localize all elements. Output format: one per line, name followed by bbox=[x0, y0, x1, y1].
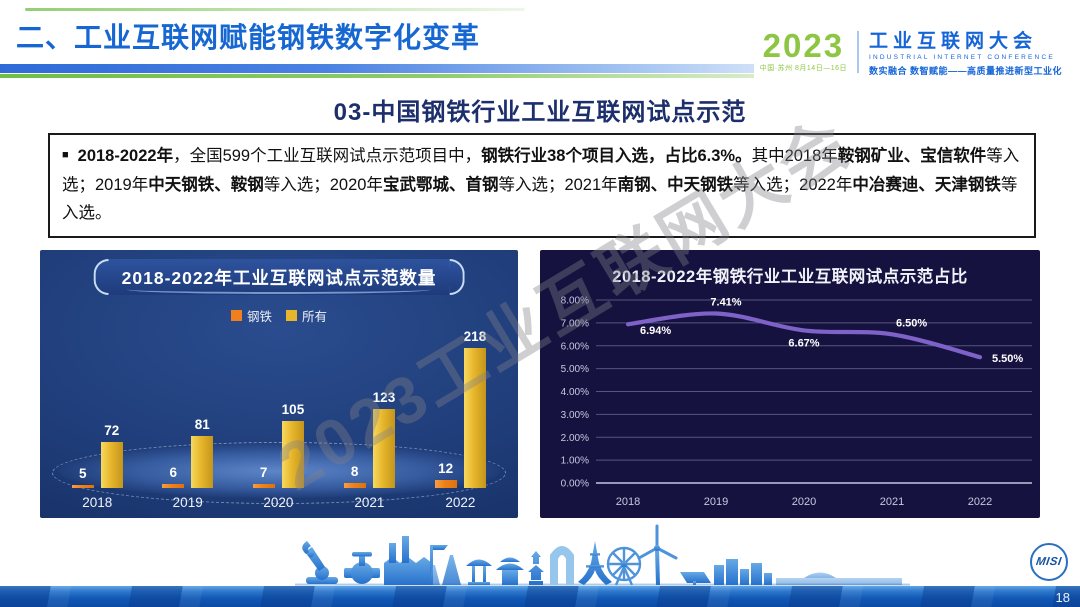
svg-text:2022: 2022 bbox=[968, 496, 992, 508]
top-accent-line bbox=[25, 8, 525, 11]
bar-value-label: 5 bbox=[78, 465, 87, 481]
svg-text:5.50%: 5.50% bbox=[992, 353, 1023, 365]
all-bar bbox=[372, 409, 395, 488]
bar-group: 7 105 2020 bbox=[252, 401, 305, 510]
svg-text:1.00%: 1.00% bbox=[561, 456, 589, 467]
steel-bar bbox=[252, 483, 275, 488]
bar-chart-plot: 5 72 2018 6 81 2019 7 105 2020 8 123 2021 12 218 2022 bbox=[52, 329, 506, 510]
logo-tagline: 数实融合 数智赋能——高质量推进新型工业化 bbox=[868, 66, 1062, 76]
bracket-left-icon bbox=[93, 259, 109, 295]
x-axis-label: 2019 bbox=[172, 495, 203, 510]
logo-year-block: 2023 中国·苏州 8月14日—16日 bbox=[759, 26, 847, 73]
bottom-wave-band bbox=[0, 586, 1080, 607]
legend-label: 所有 bbox=[302, 310, 328, 324]
x-axis-label: 2018 bbox=[82, 495, 113, 510]
steel-bar bbox=[343, 482, 366, 488]
steel-bar bbox=[162, 484, 185, 488]
bar-value-label: 6 bbox=[169, 465, 177, 481]
logo-title-cn: 工业互联网大会 bbox=[868, 31, 1037, 52]
bar-chart-panel: 2018-2022年工业互联网试点示范数量 钢铁 所有 5 72 2018 6 81 201… bbox=[40, 250, 518, 518]
steel-bar bbox=[434, 480, 457, 488]
legend-swatch-icon bbox=[230, 310, 242, 321]
city-skyline-illustration bbox=[295, 524, 910, 586]
svg-text:6.94%: 6.94% bbox=[640, 325, 671, 337]
bar-value-label: 12 bbox=[438, 461, 454, 477]
header-divider-blue bbox=[0, 64, 1080, 73]
steel-bar bbox=[71, 484, 94, 488]
bracket-right-icon bbox=[449, 259, 465, 295]
x-axis-label: 2020 bbox=[263, 495, 294, 510]
all-bar bbox=[281, 420, 304, 488]
all-bar bbox=[191, 436, 214, 488]
bar-group: 6 81 2019 bbox=[162, 417, 214, 510]
svg-text:2019: 2019 bbox=[704, 496, 728, 508]
header-divider-green bbox=[0, 74, 1080, 78]
svg-text:2021: 2021 bbox=[880, 496, 904, 508]
logo-year: 2023 bbox=[762, 26, 845, 64]
wave-streaks bbox=[0, 586, 1080, 607]
svg-text:6.67%: 6.67% bbox=[788, 337, 819, 349]
svg-text:2.00%: 2.00% bbox=[561, 433, 589, 444]
bar-group: 12 218 2022 bbox=[434, 329, 487, 510]
line-chart-plot: 8.00% 7.00% 6.00% 5.00% 4.00% 3.00% 2.00% 1.00%… bbox=[561, 296, 1032, 508]
legend-label: 钢铁 bbox=[246, 310, 272, 324]
bar-value-label: 7 bbox=[259, 464, 268, 480]
all-bar bbox=[100, 441, 123, 488]
line-chart-panel: 2018-2022年钢铁行业工业互联网试点示范占比 8.00% 7.00% 6.00… bbox=[540, 250, 1040, 518]
x-axis-label: 2021 bbox=[354, 495, 385, 510]
bar-chart-title-frame: 2018-2022年工业互联网试点示范数量 bbox=[93, 259, 465, 295]
bar-chart-legend: 钢铁 所有 bbox=[40, 306, 518, 325]
bar-value-label: 218 bbox=[463, 329, 487, 344]
section-title: 二、工业互联网赋能钢铁数字化变革 bbox=[16, 22, 481, 53]
page-number: 18 bbox=[1055, 590, 1070, 605]
svg-text:4.00%: 4.00% bbox=[561, 387, 589, 398]
x-axis-label: 2022 bbox=[445, 495, 476, 510]
page-title: 03-中国钢铁行业工业互联网试点示范 bbox=[333, 99, 747, 126]
bar-group: 5 72 2018 bbox=[71, 422, 123, 510]
bar-group: 8 123 2021 bbox=[343, 390, 396, 510]
legend-item: 钢铁 bbox=[230, 306, 272, 325]
logo-name-block: 工业互联网大会 INDUSTRIAL INTERNET CONFERENCE 数… bbox=[869, 26, 1062, 77]
svg-text:6.50%: 6.50% bbox=[896, 317, 927, 329]
svg-text:6.00%: 6.00% bbox=[561, 341, 589, 352]
svg-text:0.00%: 0.00% bbox=[561, 479, 589, 490]
svg-text:3.00%: 3.00% bbox=[561, 410, 589, 421]
all-bar bbox=[463, 348, 486, 488]
bar-groups: 5 72 2018 6 81 2019 7 105 2020 8 123 2021 12 218 2022 bbox=[52, 329, 506, 510]
bar-chart-title: 2018-2022年工业互联网试点示范数量 bbox=[121, 267, 437, 288]
misi-logo-text: MISI bbox=[1035, 556, 1063, 568]
legend-swatch-icon bbox=[286, 310, 297, 321]
summary-box: ■ 2018-2022年，全国599个工业互联网试点示范项目中，钢铁行业38个项目… bbox=[48, 133, 1036, 239]
logo-venue: 中国·苏州 8月14日—16日 bbox=[759, 65, 847, 73]
svg-text:7.41%: 7.41% bbox=[710, 296, 741, 308]
misi-logo: MISI bbox=[1030, 543, 1068, 581]
bar-value-label: 123 bbox=[372, 390, 396, 405]
bullet-square-icon: ■ bbox=[62, 149, 69, 161]
svg-text:2020: 2020 bbox=[792, 496, 816, 508]
bar-value-label: 81 bbox=[194, 417, 210, 432]
bar-value-label: 8 bbox=[350, 463, 359, 479]
bar-value-label: 105 bbox=[281, 401, 305, 417]
bar-value-label: 72 bbox=[104, 422, 120, 438]
legend-item: 所有 bbox=[286, 306, 327, 325]
title-underline bbox=[127, 285, 431, 294]
platform-ellipse-dashed-ring bbox=[52, 442, 506, 504]
summary-text: 2018-2022年，全国599个工业互联网试点示范项目中，钢铁行业38个项目入… bbox=[62, 147, 1020, 223]
svg-text:8.00%: 8.00% bbox=[561, 296, 589, 307]
logo-title-en: INDUSTRIAL INTERNET CONFERENCE bbox=[868, 54, 1055, 61]
logo-divider bbox=[856, 30, 859, 73]
line-chart-title: 2018-2022年钢铁行业工业互联网试点示范占比 bbox=[612, 268, 968, 286]
conference-logo: 2023 中国·苏州 8月14日—16日 工业互联网大会 INDUSTRIAL … bbox=[753, 24, 1068, 79]
svg-text:7.00%: 7.00% bbox=[561, 318, 589, 329]
svg-text:2018: 2018 bbox=[616, 496, 640, 508]
svg-text:5.00%: 5.00% bbox=[561, 364, 589, 375]
